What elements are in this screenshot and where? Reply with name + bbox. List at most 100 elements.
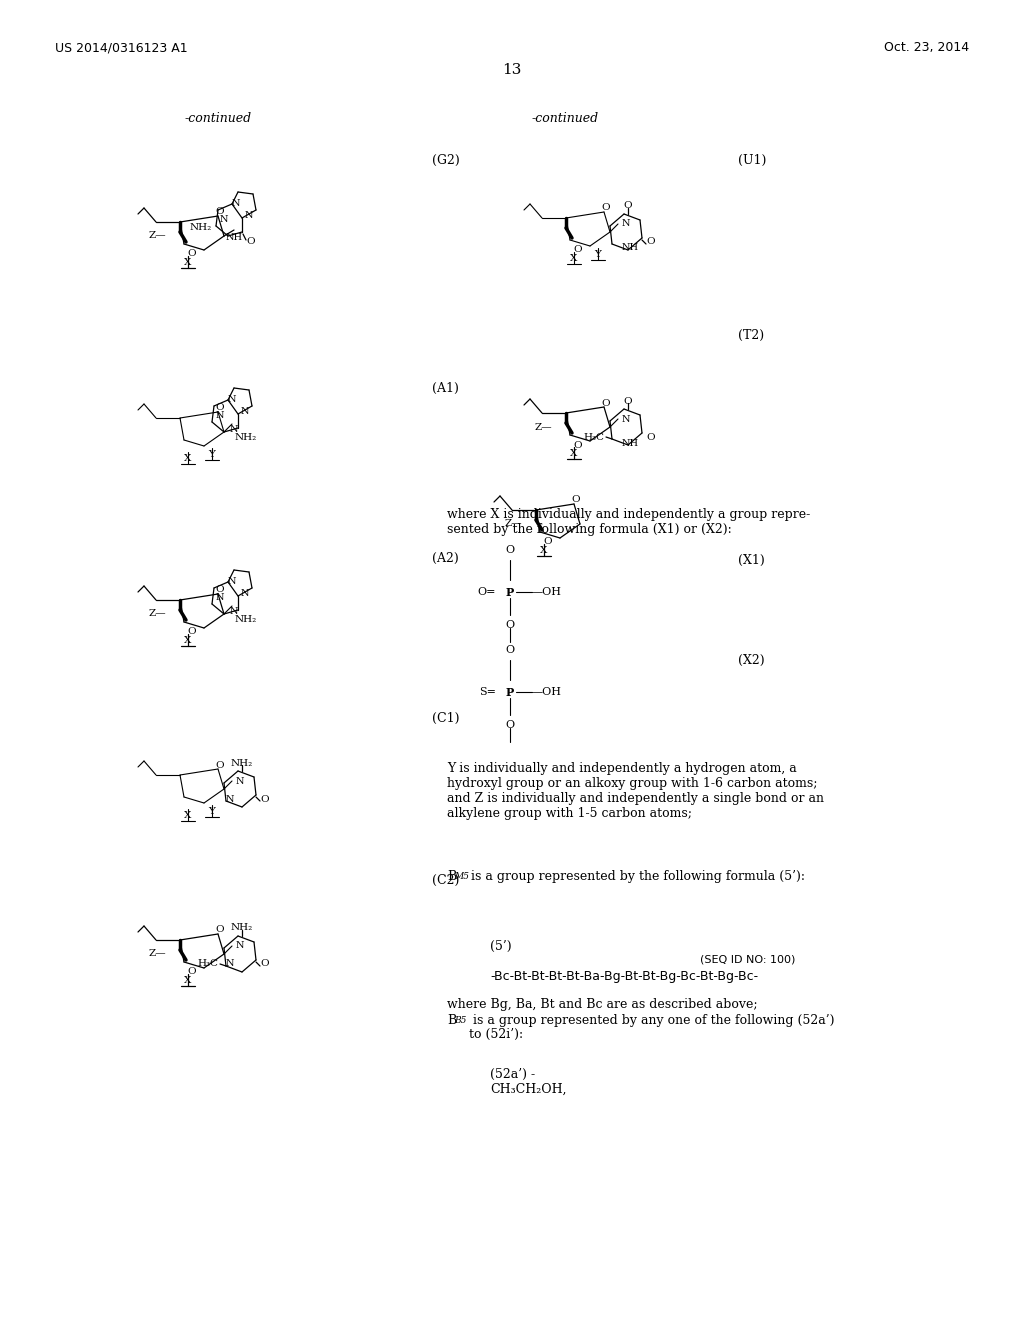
Text: (SEQ ID NO: 100): (SEQ ID NO: 100) [700,954,796,965]
Text: O: O [624,202,632,210]
Text: O: O [602,203,610,213]
Text: O: O [624,396,632,405]
Text: (U1): (U1) [738,153,766,166]
Text: O: O [506,719,515,730]
Text: to (52i’):: to (52i’): [469,1028,523,1041]
Text: O: O [216,586,224,594]
Text: Y is individually and independently a hydrogen atom, a
hydroxyl group or an alko: Y is individually and independently a hy… [447,762,824,820]
Text: O: O [216,760,224,770]
Text: -continued: -continued [531,111,599,124]
Text: B: B [447,870,457,883]
Text: NH₂: NH₂ [189,223,212,232]
Text: Y: Y [595,249,601,259]
Text: O: O [260,795,268,804]
Text: Z—: Z— [535,422,552,432]
Text: US 2014/0316123 A1: US 2014/0316123 A1 [55,41,187,54]
Text: N: N [622,219,630,228]
Text: O: O [187,627,197,636]
Text: N: N [229,425,239,434]
Text: (A1): (A1) [432,381,459,395]
Text: NH₂: NH₂ [234,615,257,624]
Text: X: X [184,636,191,645]
Text: where Bg, Ba, Bt and Bc are as described above;: where Bg, Ba, Bt and Bc are as described… [447,998,758,1011]
Text: N: N [216,593,224,602]
Text: O: O [573,246,583,255]
Text: O: O [646,238,654,247]
Text: Y: Y [209,807,215,816]
Text: —OH: —OH [532,686,562,697]
Text: B: B [447,1014,457,1027]
Text: P: P [506,586,514,598]
Text: X: X [570,253,578,263]
Text: O: O [187,249,197,259]
Text: O: O [506,545,515,554]
Text: X: X [570,449,578,458]
Text: NH₂: NH₂ [234,433,257,442]
Text: N: N [241,589,249,598]
Text: O: O [260,960,268,969]
Text: P: P [506,686,514,697]
Text: O: O [187,968,197,977]
Text: CH₃CH₂OH,: CH₃CH₂OH, [490,1082,566,1096]
Text: NH₂: NH₂ [230,759,253,767]
Text: NH₂: NH₂ [230,924,253,932]
Text: (C2): (C2) [432,874,460,887]
Text: X: X [184,975,191,985]
Text: O=: O= [477,587,496,597]
Text: 13: 13 [503,63,521,77]
Text: O: O [216,925,224,935]
Text: N: N [229,607,239,616]
Text: Z—: Z— [505,520,522,528]
Text: X: X [184,810,191,820]
Text: NH: NH [622,243,639,252]
Text: N: N [236,941,245,950]
Text: is a group represented by the following formula (5’):: is a group represented by the following … [467,870,805,883]
Text: -continued: -continued [184,111,252,124]
Text: Z—: Z— [148,949,166,958]
Text: (52a’) -: (52a’) - [490,1068,536,1081]
Text: NH: NH [622,438,639,447]
Text: O: O [544,537,552,546]
Text: is a group represented by any one of the following (52a’): is a group represented by any one of the… [469,1014,835,1027]
Text: O: O [216,404,224,412]
Text: O: O [216,207,224,216]
Text: X: X [184,454,191,463]
Text: S=: S= [479,686,496,697]
Text: N: N [231,199,241,209]
Text: (G2): (G2) [432,153,460,166]
Text: N: N [220,214,228,223]
Text: (A2): (A2) [432,552,459,565]
Text: Z—: Z— [148,231,166,240]
Text: (C1): (C1) [432,711,460,725]
Text: N: N [241,407,249,416]
Text: O: O [646,433,654,441]
Text: Y: Y [209,450,215,459]
Text: O: O [506,645,515,655]
Text: (X1): (X1) [738,553,765,566]
Text: Oct. 23, 2014: Oct. 23, 2014 [884,41,969,54]
Text: where X is individually and independently a group repre-
sented by the following: where X is individually and independentl… [447,508,810,536]
Text: N: N [227,396,237,404]
Text: H₃C: H₃C [197,960,218,969]
Text: O: O [573,441,583,450]
Text: —OH: —OH [532,587,562,597]
Text: (T2): (T2) [738,329,764,342]
Text: N: N [216,411,224,420]
Text: N: N [225,960,234,969]
Text: N: N [225,795,234,804]
Text: X: X [184,257,191,267]
Text: NH: NH [225,232,243,242]
Text: N: N [227,578,237,586]
Text: (X2): (X2) [738,653,765,667]
Text: Z—: Z— [148,610,166,619]
Text: O: O [602,399,610,408]
Text: N: N [622,414,630,424]
Text: O: O [571,495,581,504]
Text: -Bc-Bt-Bt-Bt-Bt-Ba-Bg-Bt-Bt-Bg-Bc-Bt-Bg-Bc-: -Bc-Bt-Bt-Bt-Bt-Ba-Bg-Bt-Bt-Bg-Bc-Bt-Bg-… [490,970,758,983]
Text: O: O [246,238,255,247]
Text: (5’): (5’) [490,940,512,953]
Text: N: N [245,210,253,219]
Text: O: O [506,620,515,630]
Text: H₃C: H₃C [583,433,604,441]
Text: M5: M5 [454,873,469,880]
